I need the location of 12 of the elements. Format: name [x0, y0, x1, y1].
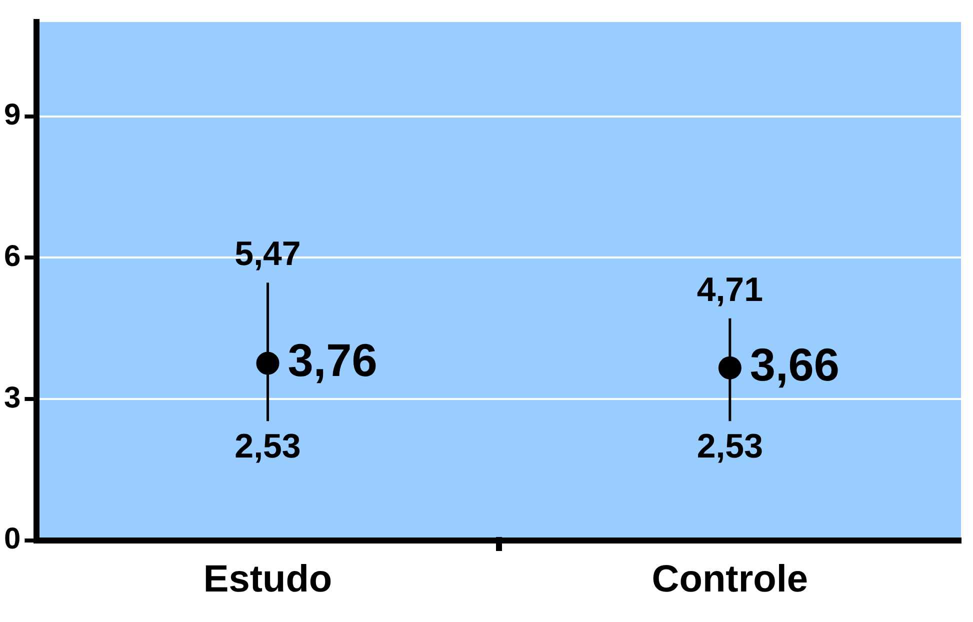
y-tick-label: 3 [4, 381, 21, 414]
x-tick-label: Estudo [203, 558, 332, 601]
annotation: 4,71 [696, 270, 764, 309]
data-label: 3,66 [750, 338, 840, 391]
annotation: 5,47 [234, 234, 301, 273]
annotation: 2,53 [234, 428, 301, 466]
data-label: 3,76 [288, 334, 378, 386]
x-tick-label: Controle [652, 558, 808, 601]
y-tick-label: 9 [4, 98, 21, 132]
annotation: 2,53 [696, 428, 764, 466]
y-tick-label: 6 [4, 240, 21, 273]
y-tick-label: 0 [4, 522, 21, 556]
